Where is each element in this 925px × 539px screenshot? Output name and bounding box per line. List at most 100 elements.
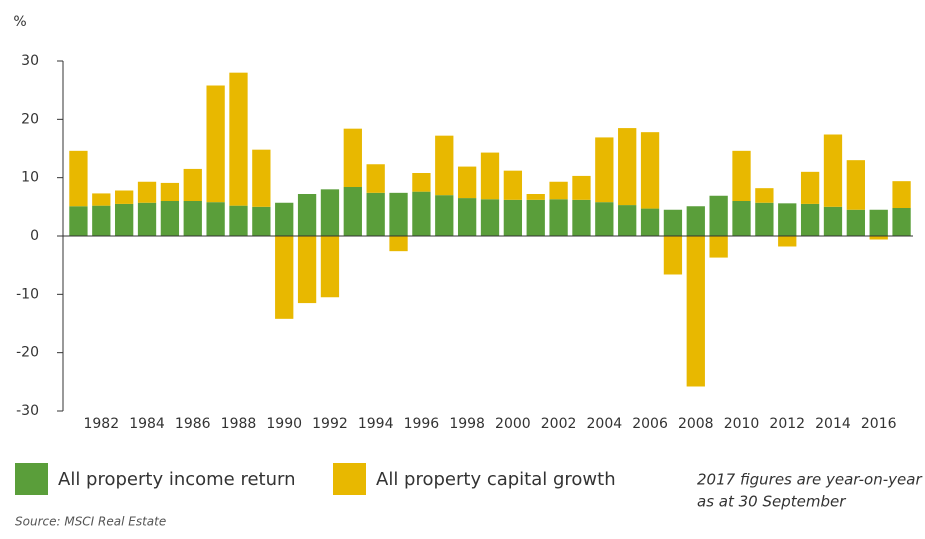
bar: [549, 181, 568, 200]
bar: [800, 171, 820, 204]
bar: [640, 208, 660, 236]
bar: [275, 202, 294, 236]
bar: [320, 189, 340, 236]
bar: [823, 206, 843, 236]
bar: [732, 201, 751, 236]
bar: [366, 164, 385, 193]
bar: [412, 191, 431, 236]
y-tick-label: -30: [16, 403, 39, 419]
bar: [503, 170, 523, 200]
bar: [320, 236, 340, 298]
bar: [435, 195, 454, 236]
bar: [572, 199, 591, 236]
bar: [229, 205, 248, 236]
bar: [618, 128, 637, 206]
y-tick-label: 10: [21, 170, 39, 186]
x-tick-label: 2004: [587, 416, 623, 432]
x-tick-label: 2014: [815, 416, 851, 432]
bar: [709, 236, 728, 258]
bar: [618, 205, 637, 236]
x-tick-label: 1986: [175, 416, 211, 432]
x-tick-label: 2016: [861, 416, 897, 432]
bar: [686, 206, 705, 236]
bar: [663, 236, 683, 275]
bar: [755, 188, 774, 203]
bar: [778, 236, 797, 247]
x-tick-label: 1984: [129, 416, 165, 432]
bar: [640, 132, 660, 209]
bar: [800, 203, 820, 236]
x-tick-label: 2008: [678, 416, 714, 432]
bar: [389, 236, 408, 252]
x-tick-label: 2006: [632, 416, 668, 432]
bar: [663, 209, 683, 236]
bar: [252, 206, 271, 236]
y-tick-label: -10: [16, 286, 39, 302]
bar: [869, 209, 888, 236]
annotation: 2017 figures are year-on-year: [697, 471, 922, 489]
bar: [160, 182, 180, 201]
bar: [297, 236, 317, 304]
bar: [549, 199, 568, 236]
bar: [160, 201, 180, 236]
bar: [846, 160, 865, 210]
bar: [503, 199, 523, 236]
bar: [69, 206, 88, 236]
bar: [343, 187, 362, 236]
legend-label: All property income return: [58, 469, 296, 490]
bar: [412, 173, 431, 192]
bar: [115, 190, 134, 204]
x-tick-label: 1994: [358, 416, 394, 432]
x-tick-label: 2000: [495, 416, 531, 432]
bar: [366, 192, 385, 236]
legend-swatch: [15, 463, 48, 495]
x-tick-label: 1998: [449, 416, 485, 432]
bar: [480, 152, 500, 200]
bar: [137, 181, 157, 203]
bar: [846, 209, 865, 236]
bar: [206, 202, 225, 236]
bar: [183, 168, 202, 201]
bar: [92, 193, 111, 206]
bar: [183, 201, 202, 236]
y-tick-label: 0: [30, 228, 39, 244]
bar: [823, 134, 843, 207]
bar: [595, 202, 614, 236]
x-tick-label: 1996: [404, 416, 440, 432]
bar: [297, 194, 317, 236]
bar: [69, 150, 88, 207]
bar: [389, 192, 408, 236]
bar: [435, 135, 454, 196]
bar: [275, 236, 294, 319]
bar: [709, 195, 728, 236]
bar: [755, 202, 774, 236]
bar: [595, 137, 614, 203]
x-tick-label: 2002: [541, 416, 577, 432]
bar: [572, 175, 591, 200]
y-axis-label: %: [13, 14, 26, 30]
bar: [92, 205, 111, 236]
source: Source: MSCI Real Estate: [15, 515, 166, 529]
x-tick-label: 1988: [221, 416, 257, 432]
bar: [115, 203, 134, 236]
y-tick-label: 30: [21, 53, 39, 69]
bar: [457, 166, 477, 199]
bar: [778, 203, 797, 236]
x-tick-label: 2010: [724, 416, 760, 432]
bar: [229, 72, 248, 206]
bar: [892, 208, 911, 236]
legend-label: All property capital growth: [376, 469, 616, 490]
x-tick-label: 2012: [769, 416, 805, 432]
legend-swatch: [333, 463, 366, 495]
bar: [732, 150, 751, 201]
bar: [526, 199, 545, 236]
bar: [686, 236, 705, 387]
x-tick-label: 1990: [266, 416, 302, 432]
bar: [526, 194, 545, 200]
bar: [480, 199, 500, 236]
bar: [892, 181, 911, 208]
bar: [869, 236, 888, 240]
bar: [252, 149, 271, 207]
bar: [137, 202, 157, 236]
